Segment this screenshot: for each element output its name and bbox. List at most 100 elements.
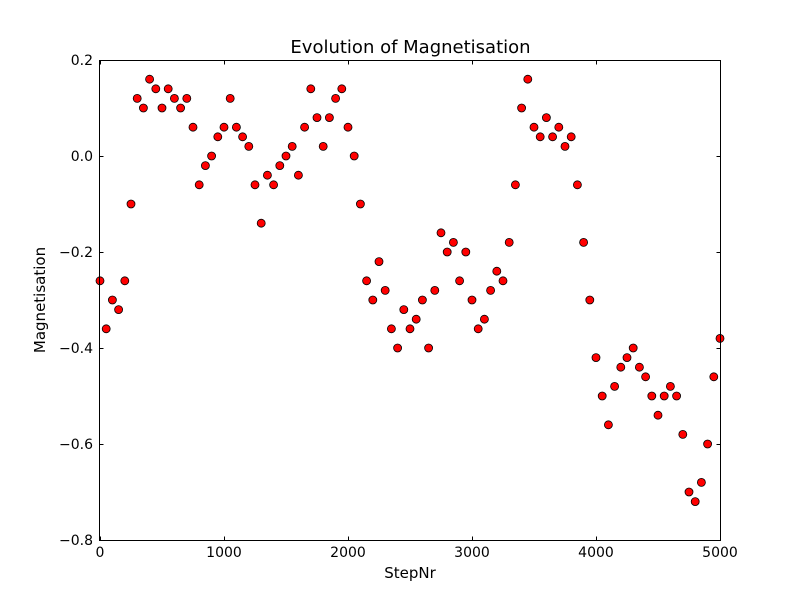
y-tick-label: 0.2 <box>71 53 93 69</box>
data-point <box>281 151 291 161</box>
data-point <box>498 276 508 286</box>
data-point <box>424 343 434 353</box>
data-point <box>393 343 403 353</box>
x-tick-label: 0 <box>96 545 105 561</box>
data-point <box>504 237 514 247</box>
data-point <box>306 84 316 94</box>
data-point <box>666 381 675 391</box>
data-point <box>684 487 694 497</box>
data-point <box>151 84 161 94</box>
data-point <box>597 391 607 401</box>
data-point <box>163 84 173 94</box>
data-point <box>591 353 601 363</box>
data-point <box>486 285 496 295</box>
data-point <box>207 151 217 161</box>
data-point <box>659 391 669 401</box>
data-point <box>293 170 303 180</box>
data-point <box>368 295 378 305</box>
data-point <box>560 141 570 151</box>
data-point <box>145 74 155 84</box>
axis-ticks: 0 1000 2000 3000 4000 5000 −0.8 −0.6 −0.4 −0.2 0.0… <box>59 53 738 561</box>
data-point <box>182 94 192 103</box>
data-point <box>548 132 557 142</box>
data-point <box>442 247 452 257</box>
data-point <box>169 94 179 103</box>
data-point <box>635 362 644 372</box>
data-point <box>672 391 681 401</box>
data-point <box>399 305 409 315</box>
data-point <box>566 132 576 142</box>
data-point <box>380 285 390 295</box>
data-point <box>455 276 465 286</box>
x-tick-label: 2000 <box>330 545 366 561</box>
data-point <box>585 295 595 305</box>
data-point <box>126 199 136 209</box>
x-tick-label: 4000 <box>578 545 614 561</box>
data-point <box>337 84 347 94</box>
data-point <box>213 132 223 142</box>
data-point <box>138 103 148 113</box>
data-point <box>529 122 539 132</box>
data-point <box>653 410 663 420</box>
data-point <box>114 305 123 315</box>
data-point <box>108 295 117 305</box>
data-point <box>473 324 483 334</box>
data-point <box>616 362 626 372</box>
data-point <box>535 132 545 142</box>
data-point <box>709 372 719 382</box>
data-point <box>176 103 186 113</box>
data-point <box>318 141 328 151</box>
data-point <box>349 151 359 161</box>
x-tick-label: 3000 <box>454 545 490 561</box>
data-point <box>244 141 254 151</box>
y-axis-label: Magnetisation <box>31 247 49 353</box>
data-point <box>690 497 700 507</box>
data-point <box>269 180 279 190</box>
data-point <box>641 372 650 382</box>
data-point <box>200 161 210 171</box>
data-point <box>231 122 241 132</box>
data-point <box>120 276 130 286</box>
data-point <box>622 353 632 363</box>
data-point <box>250 180 260 190</box>
data-point <box>604 420 613 430</box>
data-point <box>101 324 111 334</box>
y-tick-label: −0.2 <box>59 245 93 261</box>
plot-frame <box>99 60 721 541</box>
data-point <box>573 180 582 190</box>
data-point <box>461 247 471 257</box>
markers-layer <box>95 74 725 507</box>
data-point <box>331 94 341 103</box>
y-tick-label: −0.4 <box>59 341 93 357</box>
data-point <box>275 161 285 171</box>
data-point <box>157 103 167 113</box>
y-tick-label: −0.8 <box>59 533 93 549</box>
data-point <box>374 257 384 267</box>
data-point <box>188 122 198 132</box>
data-point <box>417 295 427 305</box>
data-point <box>256 218 266 228</box>
data-point <box>517 103 526 113</box>
data-point <box>523 74 533 84</box>
data-point <box>300 122 310 132</box>
data-point <box>492 266 502 276</box>
data-point <box>238 132 248 142</box>
data-point <box>467 295 477 305</box>
data-point <box>362 276 372 286</box>
data-point <box>343 122 353 132</box>
data-point <box>312 113 322 122</box>
data-point <box>436 228 446 238</box>
data-point <box>411 314 421 324</box>
data-point <box>219 122 229 132</box>
data-point <box>386 324 396 334</box>
data-point <box>610 381 619 391</box>
x-tick-label: 1000 <box>206 545 242 561</box>
x-axis-label: StepNr <box>384 564 436 582</box>
data-point <box>430 285 440 295</box>
data-point <box>554 122 564 132</box>
data-point <box>262 170 272 180</box>
data-point <box>448 237 458 247</box>
data-point <box>287 141 297 151</box>
